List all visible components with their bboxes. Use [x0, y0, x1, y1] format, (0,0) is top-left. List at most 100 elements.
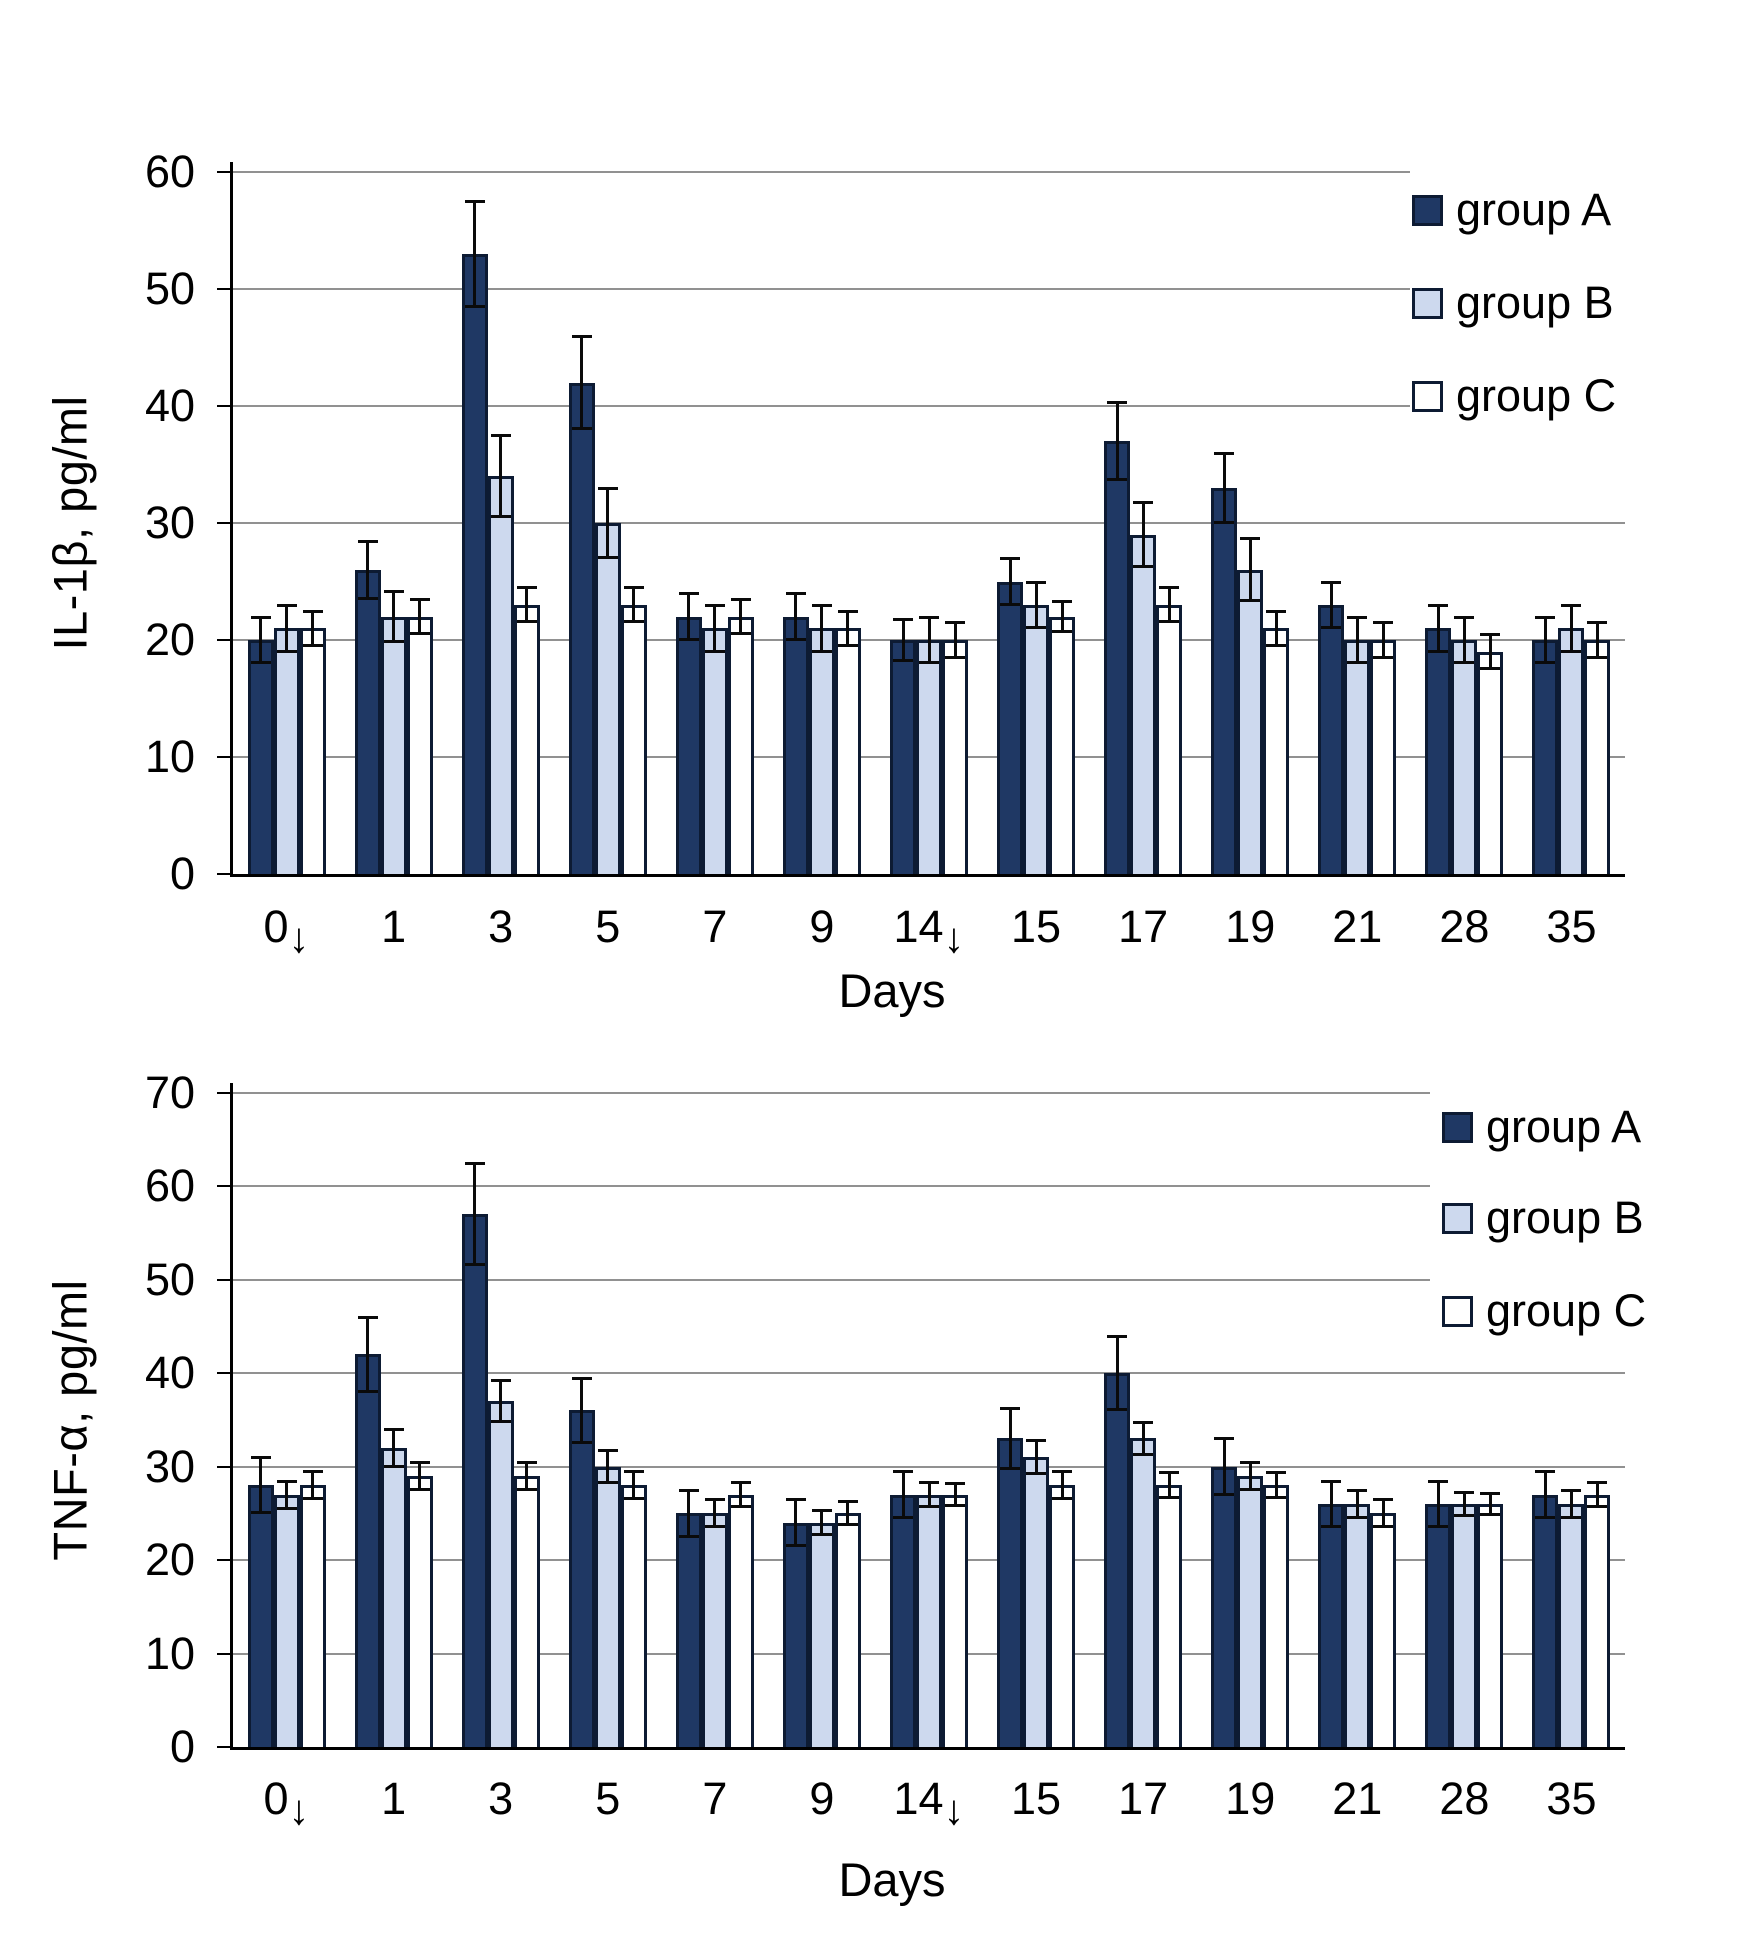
x-axis-title-days-top: Days	[838, 964, 946, 1017]
error-bar-cap-top	[1321, 1479, 1342, 1483]
error-bar-line	[1248, 1461, 1252, 1490]
bar-group-C-day-1	[406, 616, 433, 874]
error-bar-cap-top	[837, 609, 858, 613]
legend-label: group A	[1456, 184, 1612, 235]
error-bar-line	[713, 1499, 717, 1528]
error-bar-cap-bottom	[490, 515, 511, 519]
error-bar-cap-top	[730, 1481, 751, 1485]
error-bar-cap-bottom	[1026, 1471, 1047, 1475]
gridline	[233, 171, 1410, 173]
bar-group-C-day-8	[1156, 604, 1183, 874]
y-tick-label: 50	[144, 263, 195, 314]
error-bar-line	[1034, 1440, 1038, 1474]
error-bar-line	[366, 1316, 370, 1392]
bar-group-C-day-6	[942, 1494, 968, 1747]
error-bar-cap-bottom	[811, 649, 832, 653]
error-bar-line	[687, 1489, 691, 1537]
x-tick-label: 28	[1439, 901, 1490, 952]
error-bar-line	[901, 1471, 905, 1518]
error-bar-cap-top	[1428, 603, 1449, 607]
x-tick-label: 0↓	[263, 1773, 310, 1833]
error-bar-line	[366, 540, 370, 600]
error-bar-cap-top	[623, 1470, 644, 1474]
error-bar-cap-top	[464, 1161, 485, 1165]
error-bar-cap-top	[597, 486, 618, 490]
y-axis-tick	[217, 1372, 233, 1374]
y-tick-label: 40	[144, 1347, 195, 1398]
error-bar-cap-top	[1454, 1490, 1475, 1494]
y-axis-tick	[217, 873, 233, 875]
error-bar-cap-bottom	[1052, 1497, 1073, 1501]
error-bar-line	[1381, 1499, 1385, 1528]
error-bar-line	[1060, 1471, 1064, 1500]
bar-group-A-day-12	[1532, 640, 1559, 874]
error-bar-cap-top	[1535, 615, 1556, 619]
error-bar-line	[632, 1471, 636, 1500]
error-bar-line	[392, 1429, 396, 1467]
error-bar-cap-top	[811, 603, 832, 607]
error-bar-cap-bottom	[1214, 521, 1235, 524]
error-bar-cap-top	[1347, 1488, 1368, 1492]
error-bar-cap-top	[1373, 621, 1394, 625]
error-bar-cap-top	[1347, 615, 1368, 619]
error-bar-cap-bottom	[1428, 649, 1449, 653]
error-bar-cap-bottom	[1133, 1453, 1154, 1457]
error-bar-cap-top	[919, 1481, 939, 1485]
x-tick-label: 9	[809, 901, 835, 952]
x-tick-label: 14↓	[893, 1773, 965, 1833]
error-bar-cap-top	[1133, 1420, 1154, 1424]
bar-group-C-day-1	[406, 1475, 433, 1747]
error-bar-line	[901, 618, 905, 662]
error-bar-cap-bottom	[678, 1534, 699, 1538]
bar-group-B-day-8	[1130, 534, 1157, 874]
error-bar-cap-bottom	[383, 640, 404, 644]
x-tick-label: 5	[595, 1773, 621, 1824]
error-bar-cap-top	[1052, 600, 1073, 604]
bar-group-B-day-5	[808, 628, 835, 874]
bar-group-A-day-2	[461, 1214, 488, 1747]
error-bar-cap-bottom	[597, 556, 618, 560]
error-bar-cap-bottom	[490, 1419, 511, 1423]
error-bar-cap-top	[276, 603, 297, 607]
error-bar-cap-bottom	[383, 1464, 404, 1468]
y-tick-label: 50	[144, 1253, 195, 1305]
error-bar-cap-bottom	[1535, 1515, 1556, 1519]
error-bar-cap-top	[1266, 1471, 1287, 1475]
bar-group-A-day-9	[1211, 1466, 1238, 1747]
legend-swatch-group-B	[1412, 288, 1443, 319]
error-bar-line	[1222, 452, 1226, 523]
error-bar-cap-bottom	[623, 1497, 644, 1501]
bar-group-B-day-3	[594, 523, 621, 874]
error-bar-line	[1034, 581, 1038, 629]
error-bar-line	[525, 1461, 529, 1490]
bar-group-A-day-4	[675, 1513, 702, 1747]
gridline	[233, 522, 1625, 524]
bar-group-C-day-6	[942, 640, 968, 874]
error-bar-cap-bottom	[785, 1543, 806, 1547]
error-bar-cap-bottom	[893, 1515, 913, 1519]
error-bar-cap-bottom	[1240, 599, 1261, 603]
error-bar-cap-bottom	[1000, 602, 1021, 606]
x-tick-label: 19	[1225, 1773, 1276, 1824]
x-tick-label: 15	[1011, 1773, 1062, 1824]
x-tick-label: 17	[1118, 901, 1169, 952]
x-tick-label: 3	[488, 1773, 514, 1824]
x-tick-label: 1	[381, 901, 407, 952]
y-axis-line	[230, 162, 233, 877]
bar-group-B-day-11	[1451, 640, 1478, 874]
bar-group-A-day-4	[675, 616, 702, 874]
error-bar-cap-top	[1561, 1488, 1582, 1492]
error-bar-line	[1543, 616, 1547, 664]
error-bar-line	[1167, 1472, 1171, 1499]
bar-group-B-day-6	[916, 1494, 942, 1747]
bar-group-B-day-10	[1344, 1503, 1371, 1747]
x-axis-title-days-bottom: Days	[838, 1853, 946, 1906]
error-bar-cap-bottom	[1561, 1515, 1582, 1519]
error-bar-cap-bottom	[302, 1497, 323, 1501]
error-bar-cap-bottom	[1159, 1496, 1180, 1500]
x-tick-label: 7	[702, 1773, 728, 1824]
error-bar-cap-top	[516, 1460, 537, 1464]
error-bar-cap-top	[1480, 1491, 1501, 1495]
x-tick-label: 1	[381, 1773, 407, 1824]
bar-group-A-day-0	[247, 1485, 274, 1747]
